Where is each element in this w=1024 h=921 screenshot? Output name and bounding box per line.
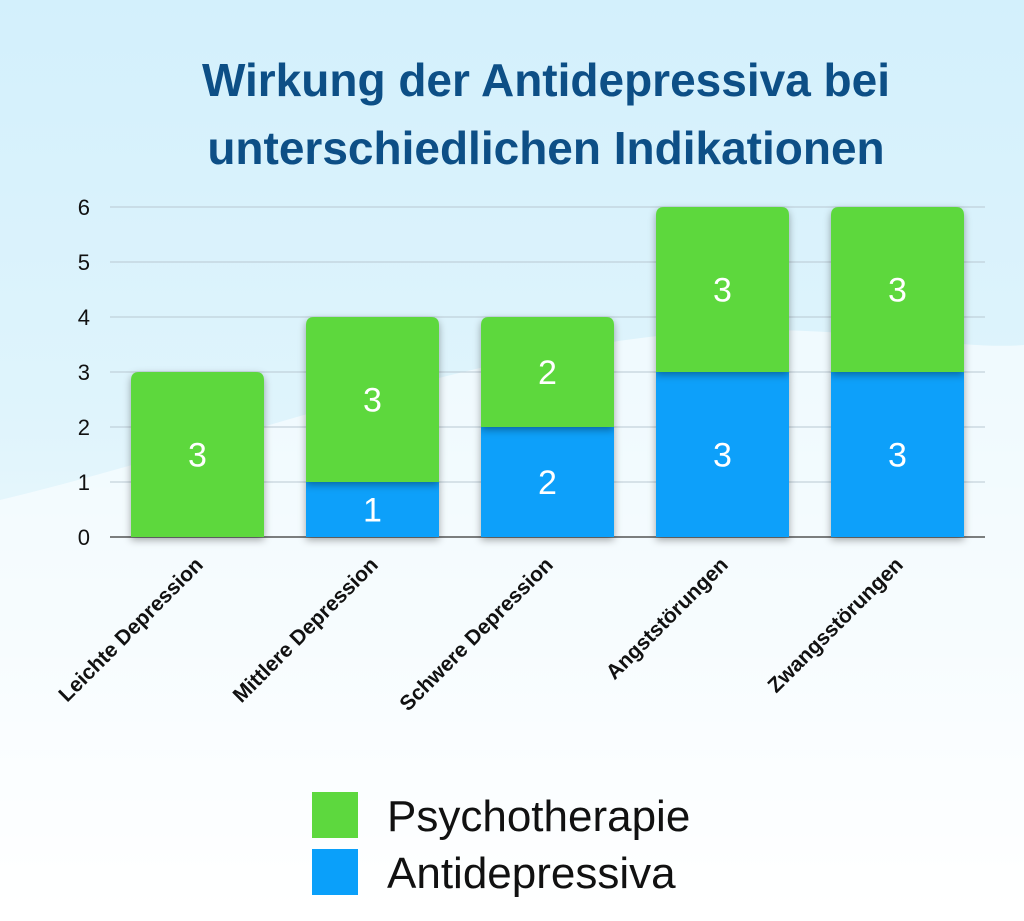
- y-tick-label: 2: [78, 415, 90, 440]
- bar-stack: 13: [306, 317, 439, 537]
- bar-segment-psychotherapie: [131, 372, 264, 537]
- legend-swatch: [312, 849, 358, 895]
- legend-label: Antidepressiva: [387, 849, 676, 898]
- y-tick-label: 0: [78, 525, 90, 550]
- bar-value-label: 3: [713, 272, 732, 310]
- bar-value-label: 1: [363, 492, 382, 530]
- legend: Psychotherapie Antidepressiva: [312, 792, 690, 898]
- bar-stack: 22: [481, 317, 614, 537]
- bar-segment-antidepressiva: [831, 372, 964, 537]
- bar-value-label: 3: [363, 382, 382, 420]
- bar-segment-antidepressiva: [306, 482, 439, 537]
- bar-segment-antidepressiva: [656, 372, 789, 537]
- legend-label: Psychotherapie: [387, 792, 690, 841]
- y-tick-label: 3: [78, 360, 90, 385]
- legend-swatch: [312, 792, 358, 838]
- bar-stack: 33: [831, 207, 964, 537]
- bar-value-label: 3: [888, 272, 907, 310]
- bar-value-label: 2: [538, 464, 557, 502]
- bar-value-label: 3: [713, 437, 732, 475]
- bar-stack: 3: [131, 372, 264, 537]
- y-tick-label: 1: [78, 470, 90, 495]
- bar-stack: 33: [656, 207, 789, 537]
- bar-segment-antidepressiva: [481, 427, 614, 537]
- bar-value-label: 3: [188, 437, 207, 475]
- bar-segment-psychotherapie: [306, 317, 439, 482]
- y-tick-label: 6: [78, 195, 90, 220]
- y-tick-label: 5: [78, 250, 90, 275]
- chart-title-line-2: unterschiedlichen Indikationen: [207, 122, 884, 174]
- bar-segment-psychotherapie: [831, 207, 964, 372]
- y-tick-label: 4: [78, 305, 90, 330]
- bar-segment-psychotherapie: [481, 317, 614, 427]
- chart-title-line-1: Wirkung der Antidepressiva bei: [202, 54, 890, 106]
- bar-value-label: 2: [538, 354, 557, 392]
- bar-value-label: 3: [888, 437, 907, 475]
- y-axis: 0 1 2 3 4 5 6: [78, 195, 90, 550]
- bar-segment-psychotherapie: [656, 207, 789, 372]
